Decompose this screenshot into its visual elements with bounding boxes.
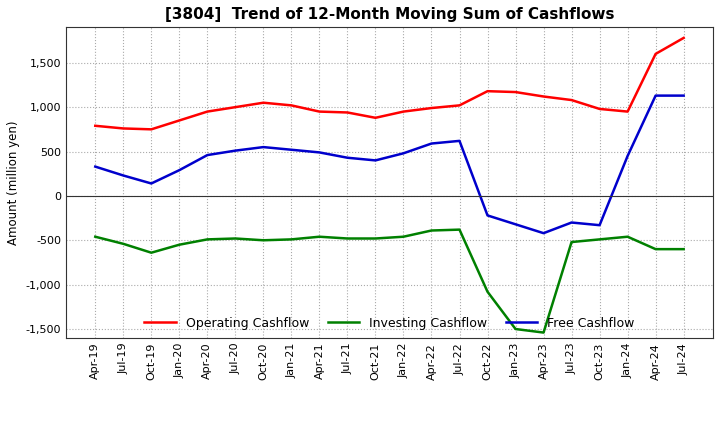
Free Cashflow [399, 150, 408, 156]
Investing Cashflow [624, 234, 632, 239]
Free Cashflow [119, 173, 127, 178]
Free Cashflow [567, 220, 576, 225]
Investing Cashflow [119, 241, 127, 246]
Investing Cashflow [371, 236, 379, 241]
Operating Cashflow [203, 109, 212, 114]
Operating Cashflow [371, 115, 379, 121]
Legend: Operating Cashflow, Investing Cashflow, Free Cashflow: Operating Cashflow, Investing Cashflow, … [140, 312, 639, 335]
Operating Cashflow [399, 109, 408, 114]
Free Cashflow [231, 148, 240, 153]
Operating Cashflow [679, 35, 688, 40]
Free Cashflow [455, 138, 464, 143]
Line: Operating Cashflow: Operating Cashflow [95, 38, 683, 129]
Operating Cashflow [147, 127, 156, 132]
Investing Cashflow [652, 246, 660, 252]
Operating Cashflow [259, 100, 268, 105]
Investing Cashflow [343, 236, 352, 241]
Operating Cashflow [231, 105, 240, 110]
Investing Cashflow [203, 237, 212, 242]
Free Cashflow [371, 158, 379, 163]
Investing Cashflow [175, 242, 184, 247]
Line: Free Cashflow: Free Cashflow [95, 95, 683, 233]
Y-axis label: Amount (million yen): Amount (million yen) [7, 120, 20, 245]
Operating Cashflow [595, 106, 604, 112]
Investing Cashflow [399, 234, 408, 239]
Line: Investing Cashflow: Investing Cashflow [95, 230, 683, 333]
Investing Cashflow [147, 250, 156, 255]
Investing Cashflow [287, 237, 296, 242]
Free Cashflow [595, 223, 604, 228]
Operating Cashflow [343, 110, 352, 115]
Operating Cashflow [315, 109, 324, 114]
Investing Cashflow [483, 289, 492, 294]
Investing Cashflow [427, 228, 436, 233]
Free Cashflow [624, 153, 632, 158]
Free Cashflow [203, 152, 212, 158]
Operating Cashflow [483, 88, 492, 94]
Free Cashflow [259, 144, 268, 150]
Free Cashflow [147, 181, 156, 186]
Free Cashflow [427, 141, 436, 146]
Operating Cashflow [455, 103, 464, 108]
Investing Cashflow [539, 330, 548, 335]
Free Cashflow [91, 164, 99, 169]
Title: [3804]  Trend of 12-Month Moving Sum of Cashflows: [3804] Trend of 12-Month Moving Sum of C… [165, 7, 614, 22]
Operating Cashflow [567, 97, 576, 103]
Operating Cashflow [652, 51, 660, 57]
Free Cashflow [511, 222, 520, 227]
Operating Cashflow [287, 103, 296, 108]
Investing Cashflow [511, 326, 520, 332]
Investing Cashflow [595, 237, 604, 242]
Operating Cashflow [511, 89, 520, 95]
Operating Cashflow [624, 109, 632, 114]
Free Cashflow [652, 93, 660, 98]
Free Cashflow [315, 150, 324, 155]
Free Cashflow [483, 213, 492, 218]
Investing Cashflow [455, 227, 464, 232]
Free Cashflow [539, 231, 548, 236]
Investing Cashflow [679, 246, 688, 252]
Operating Cashflow [175, 118, 184, 123]
Investing Cashflow [231, 236, 240, 241]
Investing Cashflow [315, 234, 324, 239]
Investing Cashflow [91, 234, 99, 239]
Investing Cashflow [259, 238, 268, 243]
Free Cashflow [343, 155, 352, 160]
Free Cashflow [287, 147, 296, 152]
Operating Cashflow [539, 94, 548, 99]
Operating Cashflow [119, 126, 127, 131]
Operating Cashflow [427, 106, 436, 111]
Free Cashflow [175, 168, 184, 173]
Free Cashflow [679, 93, 688, 98]
Investing Cashflow [567, 239, 576, 245]
Operating Cashflow [91, 123, 99, 128]
